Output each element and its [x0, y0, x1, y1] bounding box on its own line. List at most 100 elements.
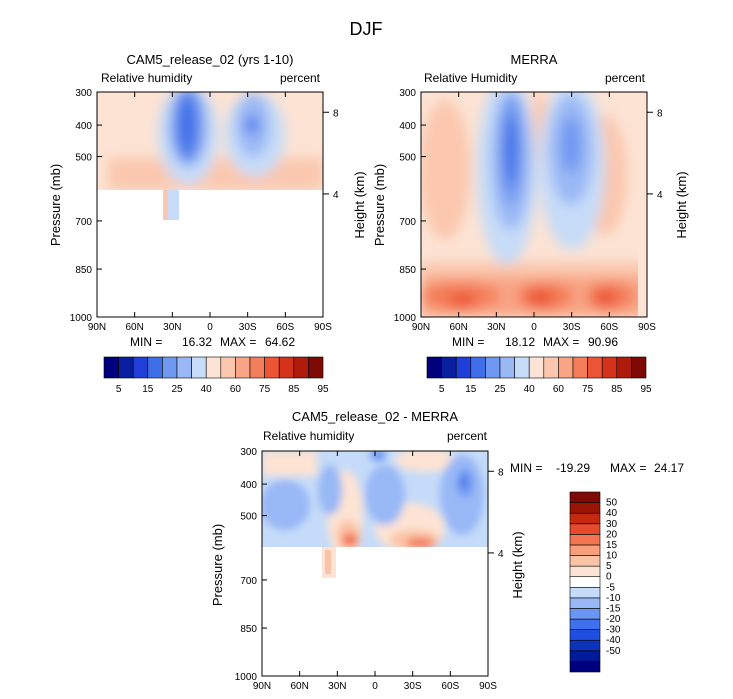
x-tick-label: 0: [372, 681, 378, 692]
merra-field-dry-core-sh: [561, 117, 581, 173]
panel-cam5: CAM5_release_02 (yrs 1-10) Relative humi…: [48, 52, 367, 395]
merra-field-bl-4c: [448, 293, 476, 307]
diff-colorbar-label: -30: [606, 625, 621, 636]
colorbar-label: 40: [524, 384, 536, 395]
y-tick-label: 700: [240, 576, 257, 587]
panel-cam5-max-label: MAX =: [220, 335, 256, 349]
panel-diff: CAM5_release_02 - MERRA Relative humidit…: [210, 409, 684, 692]
diff-colorbar-box: [569, 512, 601, 525]
diff-colorbar-label: 30: [606, 519, 618, 530]
colorbar-box: [308, 356, 324, 379]
colorbar-label: 85: [611, 384, 623, 395]
panel-merra-right-label: percent: [605, 71, 646, 85]
diff-colorbar-label: 50: [606, 498, 618, 509]
diff-colorbar-label: 40: [606, 508, 618, 519]
panel-merra: MERRA Relative Humidity percent: [372, 52, 689, 395]
diff-field-neg-top: [370, 451, 386, 461]
y-tick-label: 500: [399, 153, 416, 164]
panel-cam5-right-label: percent: [280, 71, 321, 85]
panel-merra-axes: 90N 60N 30N 0 30S 60S 90S 300 400 500 700 850 1000 8 4: [394, 88, 663, 333]
x-tick-label: 60S: [441, 681, 459, 692]
y2-tick-label: 8: [333, 108, 339, 119]
panel-merra-min-label: MIN =: [452, 335, 484, 349]
x-tick-label: 90N: [253, 681, 271, 692]
figure-title: DJF: [350, 19, 383, 39]
panel-merra-max-value: 90.96: [588, 335, 618, 349]
y2-tick-label: 8: [498, 467, 504, 478]
diff-colorbar-box: [569, 555, 601, 567]
colorbar-label: 60: [553, 384, 565, 395]
colorbar-box: [616, 356, 632, 379]
panel-merra-left-label: Relative Humidity: [424, 71, 517, 85]
x-tick-label: 60N: [290, 681, 308, 692]
x-tick-label: 0: [531, 322, 537, 333]
colorbar-label: 5: [439, 384, 445, 395]
panel-merra-ylabel: Pressure (mb): [372, 164, 387, 246]
x-tick-label: 30S: [563, 322, 581, 333]
y2-tick-label: 8: [657, 108, 663, 119]
panel-cam5-colorbar: 5 15 25 40 60 75 85 95: [103, 356, 329, 395]
diff-colorbar-label: 15: [606, 540, 618, 551]
panel-cam5-ylabel: Pressure (mb): [48, 164, 63, 246]
colorbar-box: [191, 356, 207, 379]
panel-cam5-min-label: MIN =: [130, 335, 162, 349]
diff-colorbar-label: -5: [606, 582, 615, 593]
x-tick-label: 60S: [600, 322, 618, 333]
y-tick-label: 1000: [394, 313, 417, 324]
colorbar-box: [132, 356, 149, 379]
diff-colorbar-box: [569, 639, 601, 652]
diff-colorbar-label: 20: [606, 529, 618, 540]
colorbar-label: 15: [465, 384, 477, 395]
colorbar-label: 25: [494, 384, 506, 395]
diff-field-lower-strip-core: [325, 550, 331, 574]
diff-colorbar-box: [569, 650, 601, 662]
colorbar-box: [278, 356, 295, 379]
panel-diff-min-label: MIN =: [510, 461, 542, 475]
merra-field-edge: [638, 92, 647, 317]
colorbar-box: [528, 356, 545, 379]
panel-diff-max-label: MAX =: [610, 461, 646, 475]
y-tick-label: 850: [240, 624, 257, 635]
diff-colorbar-box: [569, 608, 601, 620]
merra-field-driest-nh: [505, 115, 517, 185]
diff-colorbar-box: [569, 523, 601, 535]
colorbar-box: [293, 356, 309, 379]
diff-colorbar-label: 10: [606, 551, 618, 562]
diff-colorbar-box: [569, 565, 601, 578]
colorbar-label: 85: [288, 384, 300, 395]
x-tick-label: 90S: [638, 322, 656, 333]
colorbar-box: [118, 356, 134, 379]
y-tick-label: 300: [399, 88, 416, 99]
x-tick-label: 90N: [412, 322, 430, 333]
diff-colorbar-label: 0: [606, 572, 612, 583]
merra-field-bl-4a: [526, 290, 554, 306]
x-tick-label: 0: [207, 322, 213, 333]
colorbar-box: [103, 356, 119, 379]
colorbar-box: [587, 356, 603, 379]
x-tick-label: 90S: [314, 322, 332, 333]
y-tick-label: 700: [75, 217, 92, 228]
colorbar-box: [543, 356, 559, 379]
colorbar-box: [601, 356, 618, 379]
y-tick-label: 850: [399, 265, 416, 276]
y2-tick-label: 4: [657, 190, 663, 201]
y-tick-label: 500: [75, 153, 92, 164]
panel-diff-axes: 90N 60N 30N 0 30S 60S 90S 300 400 500 700 850 1000 8 4: [235, 447, 504, 692]
colorbar-label: 40: [201, 384, 213, 395]
panel-merra-min-value: 18.12: [505, 335, 535, 349]
merra-field: [421, 92, 647, 317]
colorbar-label: 15: [142, 384, 154, 395]
panel-merra-y2label: Height (km): [674, 171, 689, 238]
merra-field-bl-4b: [593, 290, 617, 306]
panel-diff-right-label: percent: [447, 429, 488, 443]
panel-diff-left-label: Relative humidity: [263, 429, 354, 443]
colorbar-box: [572, 356, 588, 379]
colorbar-box: [499, 356, 515, 379]
cam5-field: [97, 92, 323, 317]
diff-field-neg-nh-mid: [318, 465, 342, 515]
diff-field: [262, 451, 488, 676]
merra-field-moist-nh-upper: [421, 100, 470, 240]
colorbar-box: [220, 356, 236, 379]
